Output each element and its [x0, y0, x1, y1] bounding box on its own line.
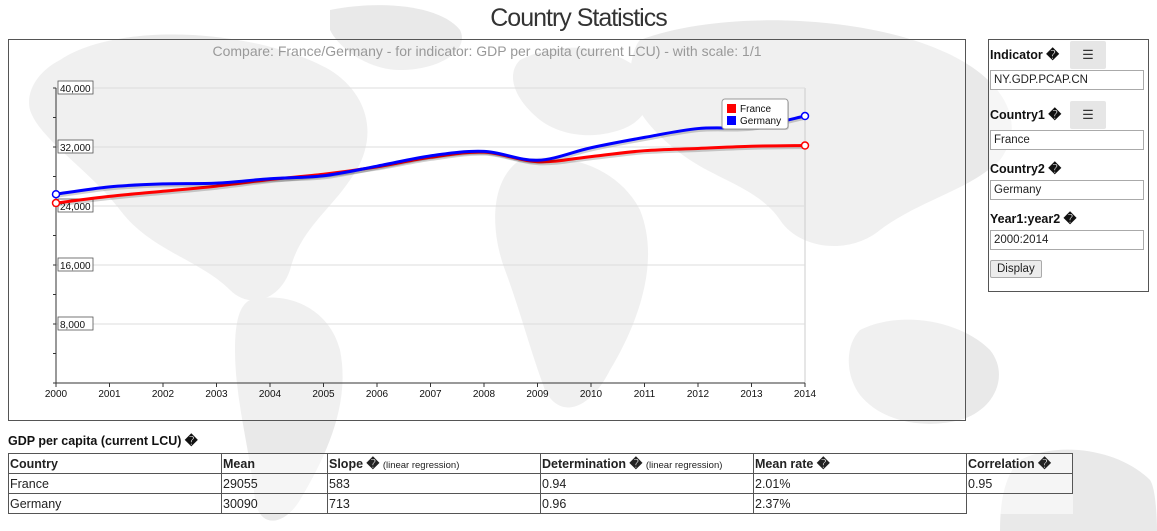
x-tick-label: 2000	[45, 389, 68, 400]
series-shadow-france	[56, 146, 807, 207]
cell-mean-rate: 2.37%	[753, 493, 967, 514]
y-tick-label-box	[57, 257, 94, 272]
x-tick-label: 2008	[473, 389, 496, 400]
y-tick-label: 24,000	[60, 202, 91, 213]
cell-determination: 0.94	[540, 473, 754, 494]
years-input[interactable]	[990, 230, 1144, 250]
cell-empty	[967, 494, 1073, 514]
indicator-list-button[interactable]: ☰	[1070, 41, 1106, 69]
header-mean: Mean	[221, 453, 328, 474]
series-end-point-france	[800, 141, 810, 150]
y-tick-label-box	[57, 139, 94, 154]
y-tick-label: 16,000	[60, 261, 91, 272]
legend-box	[721, 98, 789, 130]
legend-label-france: France	[740, 104, 772, 115]
x-tick-label: 2005	[312, 389, 335, 400]
stats-table: Country Mean Slope � (linear regression)…	[8, 453, 1073, 514]
table-row: France 29055 583 0.94 2.01% 0.95	[8, 473, 1073, 494]
country1-input[interactable]	[990, 130, 1144, 150]
chart-panel: Compare: France/Germany - for indicator:…	[8, 39, 966, 421]
x-tick-label: 2004	[259, 389, 282, 400]
country1-list-button[interactable]: ☰	[1070, 101, 1106, 129]
x-tick-label: 2011	[634, 389, 656, 400]
query-form-panel: Indicator � ☰ Country1 � ☰ Country2 � Ye…	[988, 39, 1149, 292]
y-tick-label: 32,000	[60, 143, 91, 154]
cell-mean: 29055	[221, 473, 328, 494]
header-country: Country	[8, 453, 222, 474]
x-tick-label: 2014	[794, 389, 817, 400]
list-icon: ☰	[1082, 107, 1094, 122]
cell-slope: 713	[327, 493, 541, 514]
header-slope-label: Slope �	[329, 457, 380, 471]
x-tick-label: 2006	[366, 389, 389, 400]
indicator-label: Indicator �	[990, 48, 1060, 62]
series-start-point-germany	[51, 189, 61, 199]
cell-country: Germany	[8, 493, 222, 514]
legend-swatch-france	[727, 104, 736, 113]
header-mean-rate: Mean rate �	[753, 453, 967, 474]
legend-swatch-germany	[727, 116, 736, 125]
list-icon: ☰	[1082, 47, 1094, 62]
chart-title: Compare: France/Germany - for indicator:…	[212, 43, 761, 59]
x-tick-label: 2001	[98, 389, 121, 400]
x-tick-label: 2010	[580, 389, 603, 400]
cell-determination: 0.96	[540, 493, 754, 514]
gdp-line-chart: Compare: France/Germany - for indicator:…	[45, 43, 817, 400]
table-header-row: Country Mean Slope � (linear regression)…	[8, 453, 1073, 474]
y-tick-label-box	[57, 80, 94, 95]
years-label: Year1:year2 �	[990, 212, 1077, 226]
x-tick-label: 2009	[526, 389, 549, 400]
y-tick-label: 40,000	[60, 84, 91, 95]
x-tick-label: 2012	[687, 389, 710, 400]
country1-label: Country1 �	[990, 108, 1062, 122]
x-tick-label: 2002	[152, 389, 175, 400]
x-tick-label: 2003	[205, 389, 228, 400]
y-tick-label: 8,000	[60, 320, 85, 331]
indicator-input[interactable]	[990, 70, 1144, 90]
header-slope: Slope � (linear regression)	[327, 453, 541, 474]
header-determination-label: Determination �	[542, 457, 643, 471]
series-shadow-germany	[56, 116, 807, 198]
cell-mean-rate: 2.01%	[753, 473, 967, 494]
page-title: Country Statistics	[490, 4, 668, 32]
header-determination: Determination � (linear regression)	[540, 453, 754, 474]
x-tick-label: 2013	[740, 389, 763, 400]
cell-mean: 30090	[221, 493, 328, 514]
series-line-germany	[55, 114, 806, 196]
series-end-point-germany	[800, 111, 810, 121]
country2-input[interactable]	[990, 180, 1144, 200]
header-correlation: Correlation �	[966, 453, 1073, 474]
header-determination-note: (linear regression)	[645, 460, 723, 471]
country2-label: Country2 �	[990, 162, 1062, 176]
table-row: Germany 30090 713 0.96 2.37%	[8, 493, 1073, 514]
display-button[interactable]: Display	[990, 260, 1042, 278]
x-tick-label: 2007	[419, 389, 442, 400]
series-line-france	[55, 144, 806, 205]
cell-slope: 583	[327, 473, 541, 494]
series-start-point-france	[51, 198, 61, 208]
y-tick-label-box	[57, 316, 94, 331]
legend-label-germany: Germany	[740, 116, 781, 127]
cell-country: France	[8, 473, 222, 494]
cell-correlation: 0.95	[966, 473, 1073, 494]
header-slope-note: (linear regression)	[382, 460, 460, 471]
table-title: GDP per capita (current LCU) �	[8, 434, 198, 448]
